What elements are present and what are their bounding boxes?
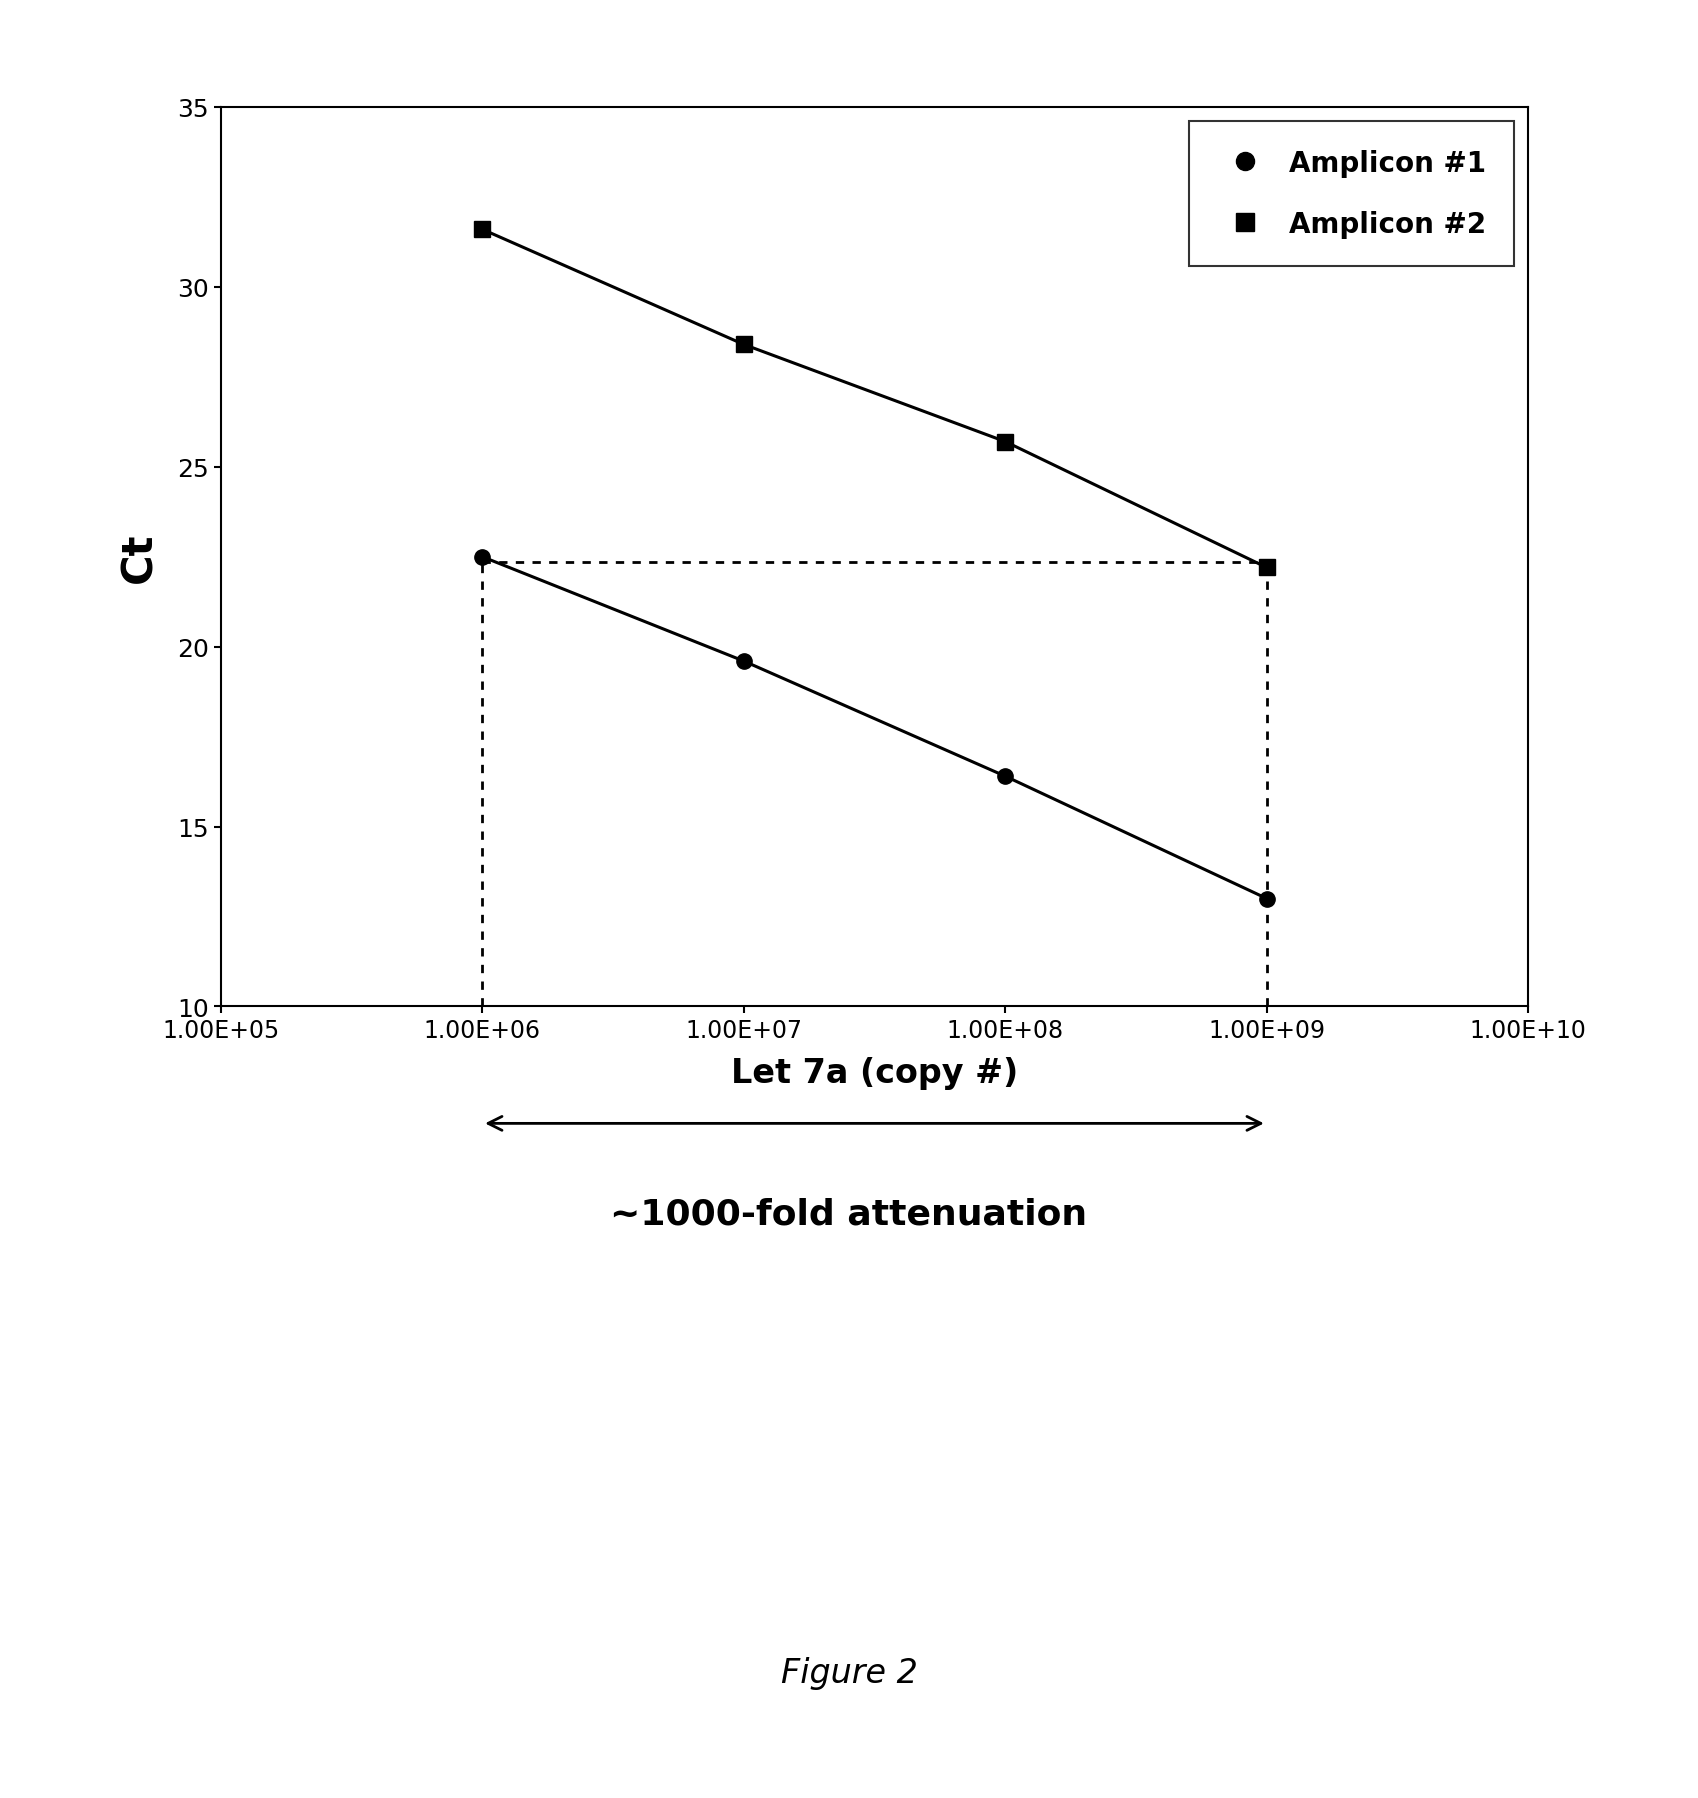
Amplicon #1 — [1257, 888, 1277, 910]
Amplicon #2 — [1257, 557, 1277, 579]
Line: Amplicon #2: Amplicon #2 — [475, 223, 1274, 575]
Amplicon #1 — [995, 766, 1015, 788]
Amplicon #2 — [734, 334, 754, 356]
Legend: Amplicon #1, Amplicon #2: Amplicon #1, Amplicon #2 — [1189, 122, 1515, 266]
X-axis label: Let 7a (copy #): Let 7a (copy #) — [730, 1057, 1019, 1090]
Amplicon #1 — [734, 651, 754, 672]
Text: Figure 2: Figure 2 — [781, 1656, 917, 1688]
Line: Amplicon #1: Amplicon #1 — [475, 550, 1274, 906]
Amplicon #2 — [472, 219, 492, 241]
Amplicon #2 — [995, 432, 1015, 453]
Y-axis label: Ct: Ct — [119, 532, 160, 583]
Text: ~1000-fold attenuation: ~1000-fold attenuation — [611, 1197, 1087, 1230]
Amplicon #1 — [472, 547, 492, 568]
